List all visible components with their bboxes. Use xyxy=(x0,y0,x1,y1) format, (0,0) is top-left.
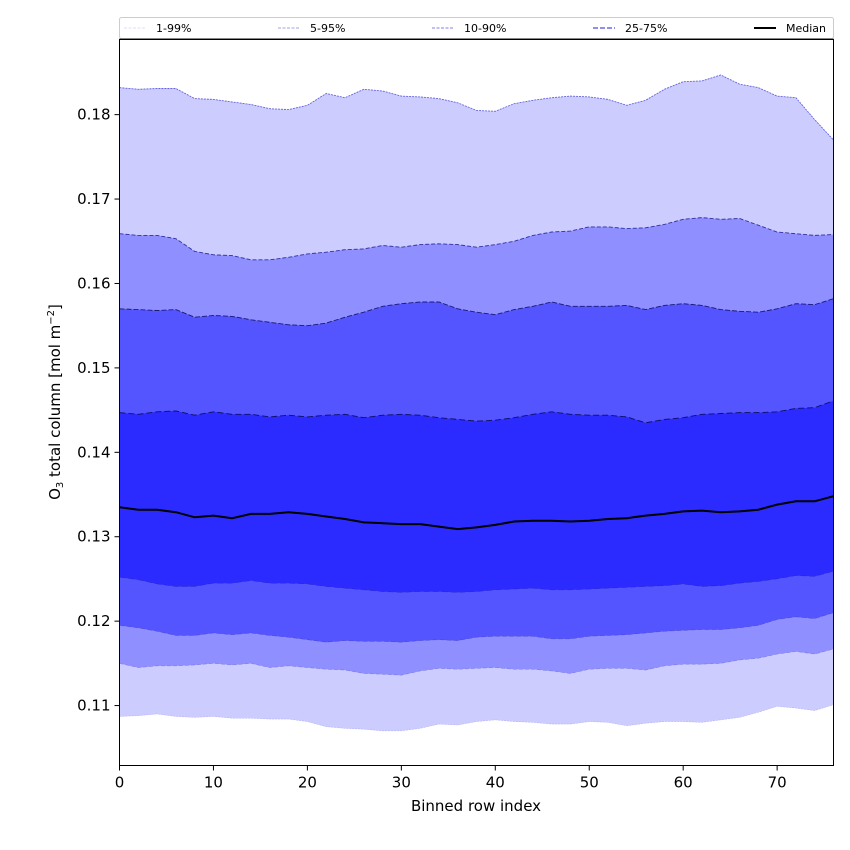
legend: 1-99% 5-95% 10-90% 25-75% Median xyxy=(119,17,834,39)
band-25-75pct xyxy=(119,400,834,593)
x-tick-label: 60 xyxy=(674,774,693,792)
boundary-lines-layer xyxy=(119,74,834,732)
band-upper-line-1-99pct xyxy=(119,74,834,141)
band-lower-line-25-75pct xyxy=(119,571,834,593)
y-tick-label: 0.12 xyxy=(77,612,110,630)
band-upper-line-10-90pct xyxy=(119,298,834,327)
y-tick-label: 0.11 xyxy=(77,697,110,715)
band-upper-line-5-95pct xyxy=(119,217,834,261)
x-tick-label: 10 xyxy=(204,774,223,792)
x-tick-label: 70 xyxy=(768,774,787,792)
y-axis-label: O3 total column [mol m−2] xyxy=(46,304,66,500)
y-tick-label: 0.15 xyxy=(77,359,110,377)
band-lower-line-10-90pct xyxy=(119,612,834,643)
y-tick-label: 0.17 xyxy=(77,190,110,208)
band-upper-line-25-75pct xyxy=(119,400,834,424)
band-lower-line-1-99pct xyxy=(119,704,834,732)
x-tick-label: 30 xyxy=(392,774,411,792)
x-tick-label: 0 xyxy=(115,774,125,792)
bands-layer xyxy=(119,75,834,731)
y-tick-label: 0.14 xyxy=(77,443,110,461)
legend-label: 25-75% xyxy=(625,22,667,35)
legend-label: 5-95% xyxy=(310,22,345,35)
x-tick-label: 40 xyxy=(486,774,505,792)
median-line xyxy=(119,495,834,531)
x-tick-label: 20 xyxy=(298,774,317,792)
x-axis-label: Binned row index xyxy=(411,797,541,815)
plot-area-frame xyxy=(119,39,834,766)
y-tick-label: 0.18 xyxy=(77,106,110,124)
x-tick-label: 50 xyxy=(580,774,599,792)
y-axis: 0.11 0.12 0.13 0.14 0.15 0.16 0.17 0.18 xyxy=(77,106,120,715)
legend-label: 10-90% xyxy=(464,22,506,35)
legend-label: Median xyxy=(786,22,826,35)
x-axis: 0 10 20 30 40 50 60 70 xyxy=(115,765,787,792)
y-tick-label: 0.13 xyxy=(77,528,110,546)
y-tick-label: 0.16 xyxy=(77,274,110,292)
legend-label: 1-99% xyxy=(156,22,191,35)
